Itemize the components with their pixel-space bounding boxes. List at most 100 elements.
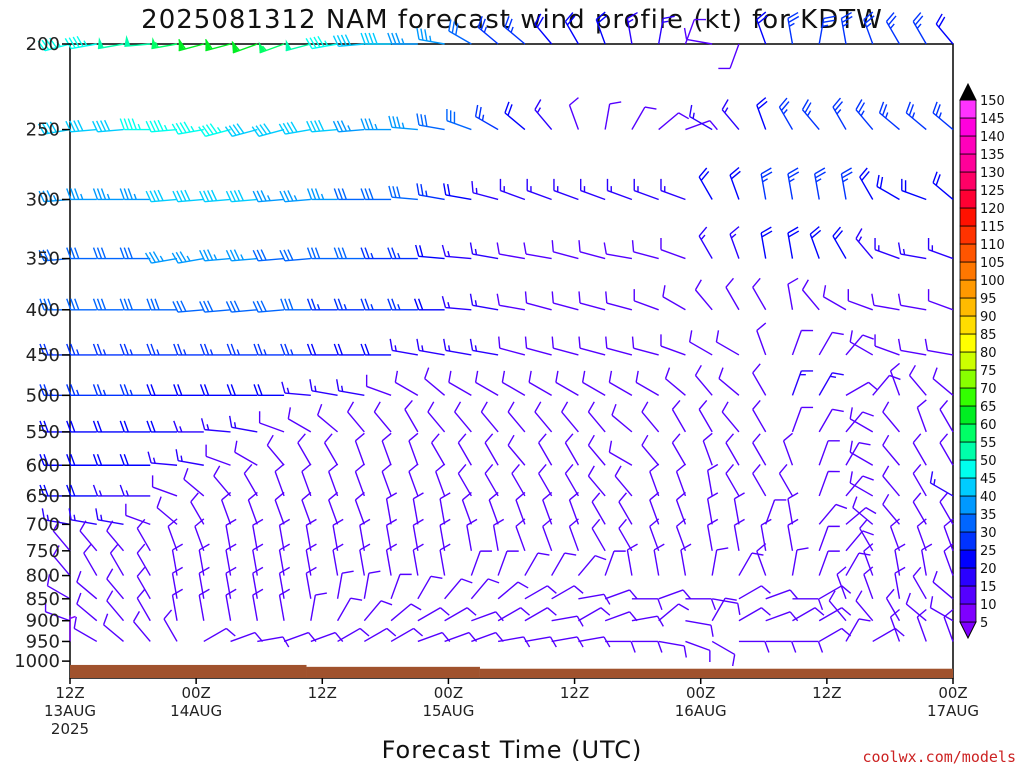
wind-barb xyxy=(524,585,557,600)
barb-full xyxy=(131,118,137,130)
barb-full xyxy=(520,607,531,616)
barb-shaft xyxy=(801,289,820,311)
wind-barb xyxy=(252,588,264,621)
barb-full xyxy=(199,249,206,262)
wind-barb xyxy=(37,37,71,52)
x-tick-label: 12Z xyxy=(308,684,337,702)
barb-half xyxy=(857,236,863,243)
wind-barb xyxy=(106,568,125,600)
barb-full xyxy=(203,249,210,261)
wind-barb xyxy=(230,631,264,643)
barb-full xyxy=(226,343,232,356)
barb-shaft xyxy=(818,18,825,45)
wind-barb xyxy=(633,289,659,311)
wind-barb xyxy=(818,607,852,622)
barb-full xyxy=(578,291,581,304)
barb-shaft xyxy=(205,43,231,52)
barb-shaft xyxy=(553,347,579,356)
barb-shaft xyxy=(408,440,419,466)
barb-shaft xyxy=(178,43,204,52)
barb-full xyxy=(305,543,317,551)
wind-barb xyxy=(385,518,398,551)
barb-full xyxy=(100,247,107,259)
barb-full xyxy=(42,190,49,202)
barb-full xyxy=(631,336,635,349)
barb-shaft xyxy=(698,176,713,200)
wind-barb xyxy=(119,118,151,131)
barb-half xyxy=(102,389,107,396)
barb-half xyxy=(137,123,141,130)
barb-full xyxy=(761,171,773,179)
barb-shaft xyxy=(247,499,258,525)
barb-shaft xyxy=(194,526,205,552)
barb-full xyxy=(225,627,236,637)
barb-shaft xyxy=(497,607,521,622)
colorbar-label: 150 xyxy=(980,94,1005,109)
barb-full xyxy=(364,247,370,259)
barb-full xyxy=(106,590,114,602)
wind-barb xyxy=(443,183,472,201)
barb-full xyxy=(874,237,876,250)
barb-shaft xyxy=(534,23,553,45)
barb-full xyxy=(152,251,160,263)
barb-shaft xyxy=(408,471,419,497)
wind-barb xyxy=(332,543,344,576)
wind-barb xyxy=(631,336,659,356)
barb-shaft xyxy=(332,549,339,576)
colorbar-high-arrow xyxy=(959,82,977,101)
barb-half xyxy=(610,186,612,192)
barb-full xyxy=(453,111,456,124)
barb-shaft xyxy=(873,304,900,311)
barb-full xyxy=(279,566,291,574)
barb-shaft xyxy=(818,372,833,396)
barb-shaft xyxy=(390,627,414,643)
barb-half xyxy=(49,349,53,356)
barb-full xyxy=(858,618,871,622)
barb-full xyxy=(280,343,286,356)
barb-full xyxy=(774,499,787,501)
barb-full xyxy=(179,122,187,134)
barb-full xyxy=(890,518,901,527)
barb-full xyxy=(861,171,870,181)
barb-full xyxy=(912,566,922,577)
barb-full xyxy=(698,226,708,237)
barb-full xyxy=(252,301,259,313)
wind-barb xyxy=(578,240,606,260)
colorbar-bin xyxy=(959,459,977,479)
colorbar-bin xyxy=(959,495,977,515)
barb-full xyxy=(336,120,344,132)
barb-shaft xyxy=(526,302,552,311)
barb-full xyxy=(474,104,479,117)
barb-shaft xyxy=(932,378,954,396)
barb-shaft xyxy=(859,176,874,200)
barb-shaft xyxy=(579,251,606,260)
barb-full xyxy=(354,491,365,501)
barb-full xyxy=(484,433,494,444)
colorbar-bin xyxy=(959,513,977,533)
wind-barb xyxy=(908,364,927,396)
wind-barb xyxy=(151,37,178,50)
wind-barb xyxy=(604,589,638,600)
barb-half xyxy=(76,389,80,396)
barb-shaft xyxy=(609,451,633,466)
barb-full xyxy=(551,291,554,304)
barb-half xyxy=(397,304,401,311)
wind-barb xyxy=(551,636,584,648)
barb-full xyxy=(633,178,635,191)
barb-shaft xyxy=(258,309,285,313)
barb-full xyxy=(887,15,897,26)
barb-full xyxy=(254,632,264,642)
barb-shaft xyxy=(568,104,580,130)
barb-half xyxy=(530,186,532,192)
barb-full xyxy=(618,518,627,529)
wind-barb xyxy=(247,491,258,525)
barb-half xyxy=(209,349,214,356)
wind-barb xyxy=(912,566,927,600)
wind-barb xyxy=(725,277,740,311)
barb-shaft xyxy=(542,526,553,552)
barb-full xyxy=(448,19,452,32)
wind-barb xyxy=(538,433,553,466)
barb-shaft xyxy=(454,411,472,433)
barb-full xyxy=(127,188,133,200)
barb-full xyxy=(828,470,840,473)
